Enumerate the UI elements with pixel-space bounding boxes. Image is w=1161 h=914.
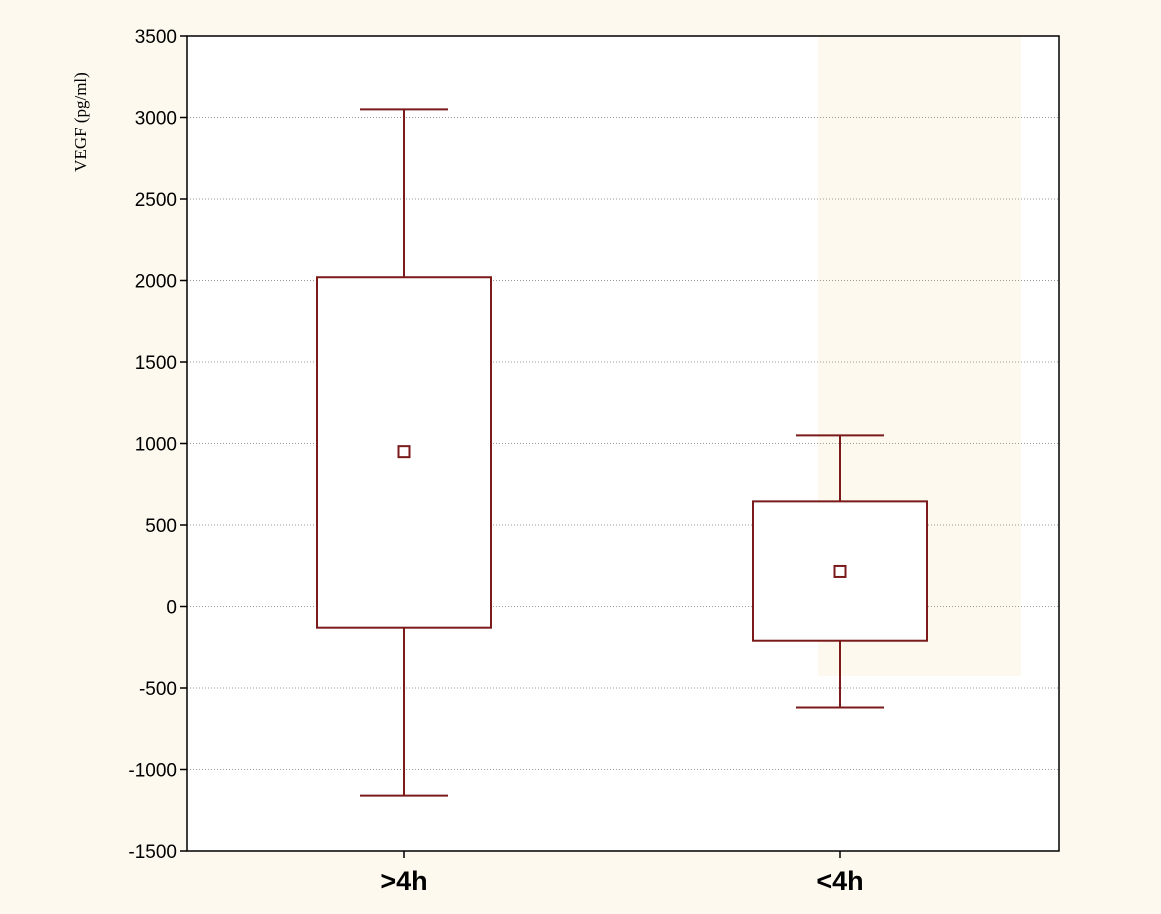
box-group xyxy=(752,434,928,709)
box-group xyxy=(316,108,492,797)
y-tick-label: 500 xyxy=(145,516,177,537)
y-tick-label: 2500 xyxy=(135,190,177,211)
y-tick-label: 1500 xyxy=(135,353,177,374)
x-tick-label: <4h xyxy=(816,866,863,896)
x-axis-ticks: >4h <4h xyxy=(380,851,864,896)
y-tick-label: -1000 xyxy=(128,761,177,782)
y-tick-label: -500 xyxy=(139,679,177,700)
x-tick-label: >4h xyxy=(380,866,427,896)
boxes xyxy=(316,108,928,797)
plot-frame xyxy=(186,35,1060,852)
center-marker xyxy=(833,564,847,578)
y-tick-label: 0 xyxy=(166,598,177,619)
center-marker xyxy=(397,445,411,459)
y-tick-label: -1500 xyxy=(128,842,177,863)
y-axis-label: VEGF (pg/ml) xyxy=(71,72,90,172)
box-rect xyxy=(752,500,928,642)
y-tick-label: 3500 xyxy=(135,27,177,48)
y-axis-ticks: -1500 -1000 -500 0 500 1000 1500 2000 2500 3000 35… xyxy=(128,27,187,863)
y-tick-label: 2000 xyxy=(135,272,177,293)
y-tick-label: 3000 xyxy=(135,109,177,130)
box-rect xyxy=(316,276,492,629)
y-tick-label: 1000 xyxy=(135,435,177,456)
